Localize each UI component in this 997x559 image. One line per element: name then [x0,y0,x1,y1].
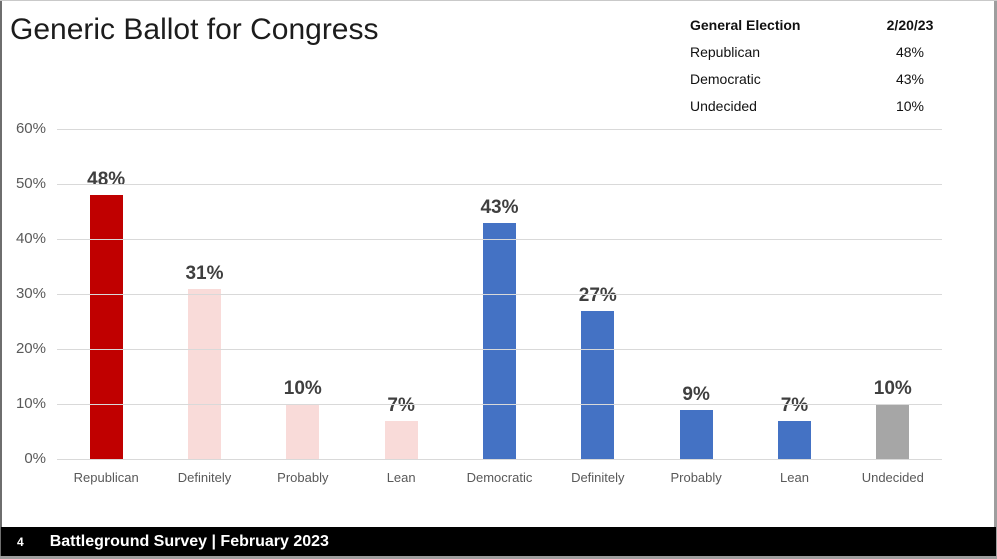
bar-column: 7% [352,129,450,459]
bar-column: 27% [549,129,647,459]
bar-value-label: 10% [873,378,912,399]
bar-value-label: 27% [578,284,617,306]
y-tick-label: 30% [15,285,46,302]
bar-value-label: 7% [387,394,415,416]
bar-column: 9% [647,129,745,459]
summary-header-date: 2/20/23 [886,16,934,33]
summary-row-value: 43% [895,70,925,87]
bar [384,420,418,459]
y-tick-label: 50% [15,175,46,192]
category-label: Probably [670,470,722,485]
summary-row-label: Undecided [690,97,757,114]
plot-area: 48% 31% 10% 7% 43% 27% 9% 7% 10% [57,128,942,460]
summary-row-label: Democratic [690,70,761,87]
page-title: Generic Ballot for Congress [10,13,379,46]
bar [679,409,713,459]
slide-border-bottom [0,556,997,559]
category-label: Democratic [466,470,533,485]
summary-header-label: General Election [690,16,801,33]
bar [482,222,516,459]
bar [777,420,811,459]
slide-border-right [994,1,997,559]
y-tick-label: 10% [15,395,46,412]
bar [876,404,910,459]
summary-row-value: 10% [895,97,925,114]
bar-value-label: 31% [185,262,224,284]
page-number: 4 [17,534,24,549]
y-tick-label: 40% [15,230,46,247]
bar [286,404,320,459]
summary-row-label: Republican [690,43,761,60]
bar [187,288,221,459]
bar [89,195,123,459]
bar-column: 10% [254,129,352,459]
category-label: Lean [780,470,809,485]
category-label: Definitely [177,470,232,485]
gridline [57,348,942,350]
bar-value-label: 43% [480,196,519,218]
bar-value-label: 9% [682,383,710,405]
bar-columns: 48% 31% 10% 7% 43% 27% 9% 7% 10% [57,129,942,459]
gridline [57,183,942,185]
category-label: Definitely [571,470,625,485]
footer-text: Battleground Survey | February 2023 [49,532,329,550]
summary-row-value: 48% [895,43,925,60]
gridline [57,458,942,460]
bar-column: 43% [450,129,548,459]
summary-table: General Election 2/20/23 Republican 48% … [690,11,942,119]
gridline [57,128,942,130]
bar-value-label: 10% [283,378,322,399]
gridline [57,238,942,240]
y-tick-label: 20% [15,340,46,357]
slide-border-left [0,1,2,559]
category-axis: Republican Definitely Probably Lean Democrat… [57,460,942,485]
y-tick-label: 60% [15,120,46,137]
category-label: Lean [386,470,416,485]
summary-header-row: General Election 2/20/23 [690,11,942,38]
gridline [57,293,942,295]
bar-column: 7% [745,129,843,459]
category-label: Republican [73,470,139,485]
bar-column: 10% [844,129,942,459]
y-tick-label: 0% [24,450,46,467]
summary-row-undecided: Undecided 10% [690,92,942,119]
bar-value-label: 7% [780,394,809,416]
summary-row-republican: Republican 48% [690,38,942,65]
gridline [57,403,942,405]
bar [581,310,615,459]
category-label: Undecided [861,470,924,485]
footer-bar: 4 Battleground Survey | February 2023 [1,527,996,556]
summary-row-democratic: Democratic 43% [690,65,942,92]
bar-value-label: 48% [87,169,126,190]
bar-column: 31% [155,129,253,459]
category-label: Probably [277,470,329,485]
